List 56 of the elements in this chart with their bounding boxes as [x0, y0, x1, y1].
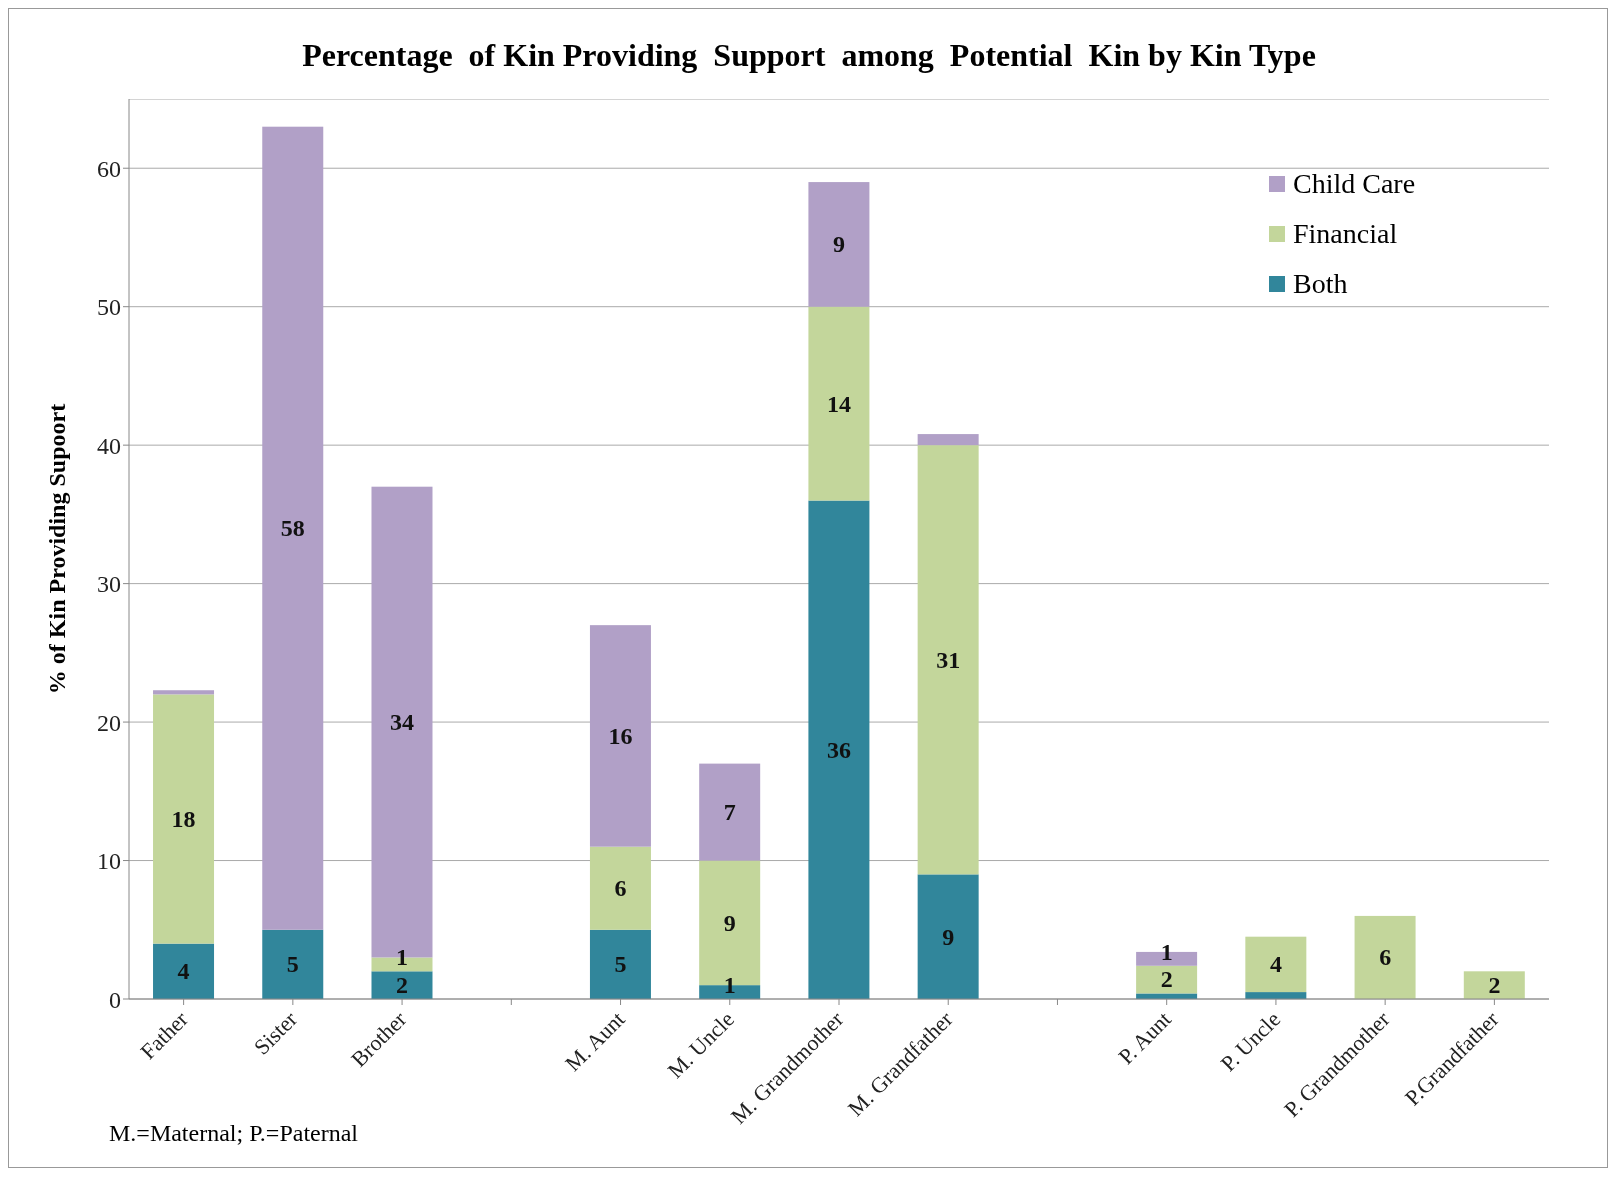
- bar: [153, 694, 215, 944]
- y-tick-label: 40: [97, 432, 121, 459]
- bar: [589, 846, 651, 930]
- data-label: 9: [723, 909, 736, 936]
- bar: [153, 690, 215, 695]
- bar: [589, 929, 651, 999]
- legend-label: Both: [1293, 267, 1348, 301]
- y-tick-label: 0: [109, 986, 121, 1013]
- data-label: 4: [1269, 951, 1282, 978]
- data-label: 1: [396, 944, 409, 971]
- y-axis-title: % of Kin Providing Supoort: [43, 403, 71, 695]
- bar: [808, 306, 870, 501]
- y-tick-label: 60: [97, 155, 121, 182]
- data-label: 1: [1160, 938, 1173, 965]
- data-label: 5: [286, 951, 299, 978]
- data-label: 36: [827, 736, 851, 763]
- y-tick-label: 20: [97, 709, 121, 736]
- bar: [262, 929, 324, 999]
- y-tick-label: 30: [97, 571, 121, 598]
- bar: [917, 445, 979, 875]
- bar: [1463, 971, 1525, 999]
- y-tick-label: 50: [97, 294, 121, 321]
- data-label: 31: [936, 646, 961, 673]
- data-label: 4: [177, 958, 190, 985]
- bar: [808, 182, 870, 307]
- data-label: 2: [1488, 972, 1501, 998]
- data-label: 7: [723, 799, 736, 826]
- bar: [1136, 965, 1198, 994]
- data-label: 34: [390, 709, 415, 736]
- bar: [262, 126, 324, 930]
- bar: [1136, 993, 1198, 999]
- data-label: 18: [171, 806, 196, 832]
- data-label: 9: [942, 923, 955, 950]
- bar: [153, 943, 215, 999]
- text: M.=Maternal; P.=Paternal: [109, 1120, 359, 1147]
- bar: [1354, 915, 1416, 999]
- data-label: 9: [833, 231, 845, 258]
- bar: [699, 763, 761, 861]
- bar: [371, 971, 433, 999]
- bar: [917, 434, 979, 446]
- data-label: 2: [396, 972, 409, 998]
- y-tick-label: 10: [97, 848, 121, 875]
- data-label: 58: [280, 515, 305, 542]
- bar: [808, 500, 870, 999]
- legend-label: Child Care: [1293, 167, 1416, 201]
- data-label: 14: [827, 390, 851, 417]
- bar: [1245, 936, 1307, 993]
- data-label: 16: [608, 722, 633, 749]
- data-label: 5: [614, 951, 627, 978]
- legend-label: Financial: [1293, 217, 1398, 251]
- chart-title: Percentage of Kin Providing Support among Potential Kin by Kin Type: [301, 37, 1317, 74]
- bar: [917, 874, 979, 999]
- bar: [589, 625, 651, 847]
- data-label: 6: [614, 875, 627, 902]
- data-label: 2: [1160, 966, 1173, 993]
- data-label: 6: [1379, 944, 1392, 971]
